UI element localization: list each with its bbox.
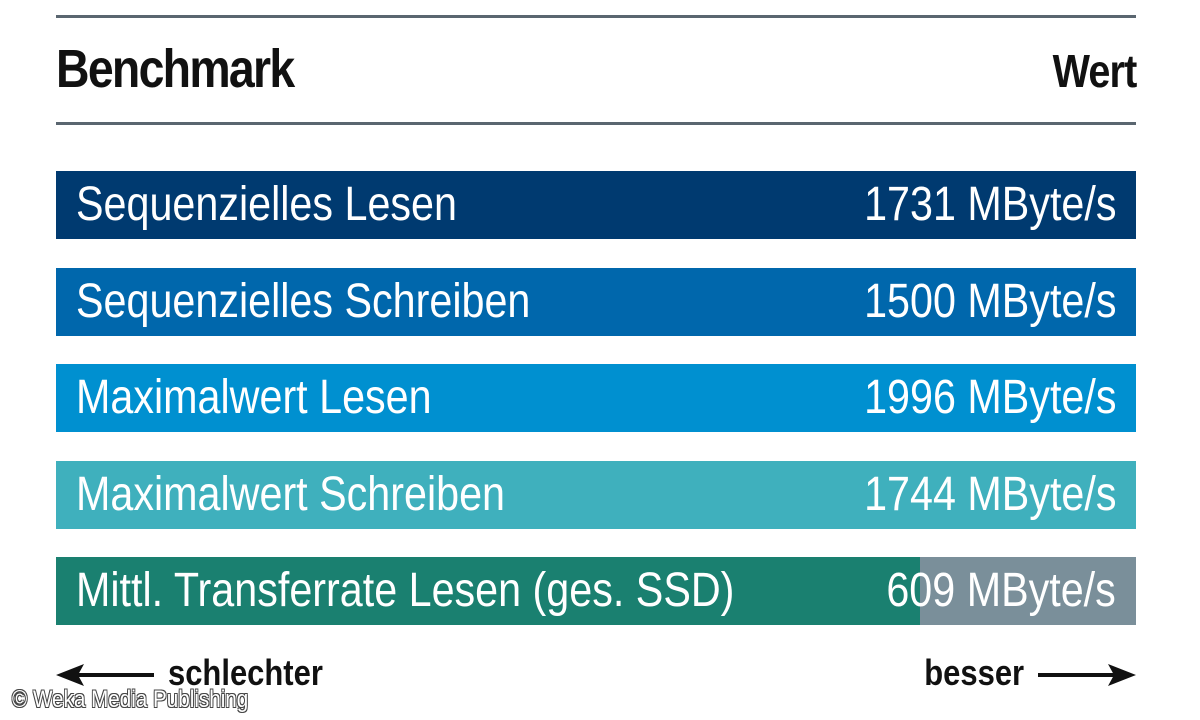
bar-4: Maximalwert Schreiben 1744 MByte/s [56, 461, 1136, 529]
bar-fill [56, 268, 1136, 336]
header-rule [56, 122, 1136, 125]
bar-label: Sequenzielles Schreiben [76, 275, 531, 328]
arrow-left-icon [56, 664, 154, 686]
bar-1: Sequenzielles Lesen 1731 MByte/s [56, 171, 1136, 239]
arrow-right-icon [1038, 664, 1136, 686]
better-label: besser [924, 652, 1024, 693]
bar-value-label: 1731 MByte/s [863, 178, 1116, 231]
bar-fill [56, 171, 1136, 239]
column-header-benchmark: Benchmark [56, 39, 295, 99]
copyright-notice: © Weka Media Publishing [12, 686, 249, 713]
bar-fill [56, 557, 920, 625]
bar-value-label: 1744 MByte/s [863, 468, 1116, 521]
top-rule [56, 15, 1136, 18]
bar-value-label: 1996 MByte/s [863, 371, 1116, 424]
bar-value-label: 1500 MByte/s [863, 275, 1116, 328]
bar-label: Mittl. Transferrate Lesen (ges. SSD) [76, 564, 735, 617]
bar-5: Mittl. Transferrate Lesen (ges. SSD) 609 … [56, 557, 1136, 625]
bar-fill [56, 461, 1136, 529]
bar-label: Maximalwert Lesen [76, 371, 432, 424]
bar-2: Sequenzielles Schreiben 1500 MByte/s [56, 268, 1136, 336]
bar-value-label: 609 MByte/s [886, 564, 1116, 617]
bar-label: Sequenzielles Lesen [76, 178, 457, 231]
column-header-value: Wert [1052, 45, 1137, 97]
bar-3: Maximalwert Lesen 1996 MByte/s [56, 364, 1136, 432]
bar-label: Maximalwert Schreiben [76, 468, 506, 521]
worse-label: schlechter [168, 652, 323, 693]
bar-fill [56, 364, 1136, 432]
